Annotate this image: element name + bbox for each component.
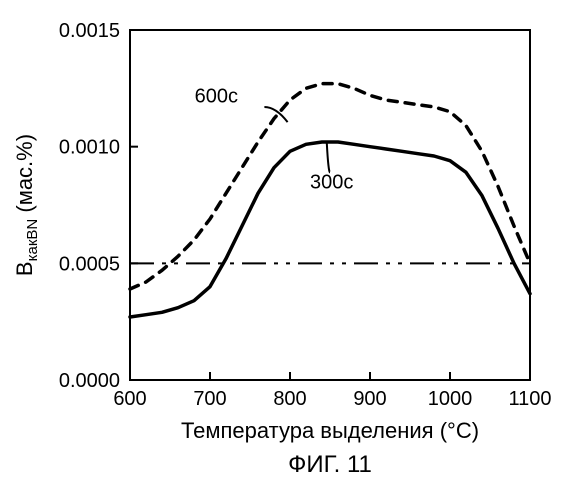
x-tick-label: 1000 (428, 388, 473, 410)
y-tick-label: 0.0005 (59, 253, 120, 275)
series-label-600c: 600c (195, 85, 238, 107)
chart-container: 600700800900100011000.00000.00050.00100.… (0, 0, 567, 500)
x-tick-label: 1100 (508, 388, 551, 410)
y-tick-label: 0.0015 (59, 20, 120, 42)
series-300c (130, 142, 530, 317)
chart-svg: 600700800900100011000.00000.00050.00100.… (0, 0, 567, 500)
y-axis-title: BкакBN (мас.%) (12, 134, 41, 276)
series-label-300c: 300c (310, 172, 353, 194)
y-tick-label: 0.0010 (59, 137, 120, 159)
y-tick-label: 0.0000 (59, 370, 120, 392)
x-tick-label: 700 (193, 388, 226, 410)
leader-300c (327, 143, 330, 172)
x-axis-title: Температура выделения (°C) (181, 418, 479, 443)
figure-caption: ФИГ. 11 (288, 451, 372, 478)
x-tick-label: 900 (353, 388, 386, 410)
x-tick-label: 800 (273, 388, 306, 410)
